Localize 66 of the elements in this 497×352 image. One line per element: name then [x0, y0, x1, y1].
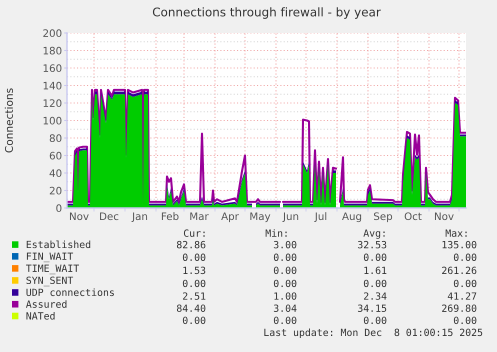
text: 2.51: [182, 292, 206, 300]
text: 261.26: [442, 266, 476, 274]
text: 0.00: [454, 254, 476, 262]
text: 135.00: [442, 240, 476, 248]
text: 0.00: [364, 254, 386, 262]
text: Last update: Mon Dec 8 01:00:15 2025: [264, 328, 482, 338]
legend-label: FIN_WAIT: [26, 252, 74, 262]
y-tick-label: 80: [50, 134, 62, 142]
y-tick-label: 160: [44, 64, 62, 72]
text: 269.80: [442, 304, 476, 312]
y-axis-title: Connections: [4, 88, 13, 153]
chart-title: Connections through firewall - by year: [152, 7, 381, 19]
text: 0.00: [274, 280, 296, 288]
text: 2.34: [364, 292, 387, 300]
x-tick-label: Jun: [282, 212, 298, 222]
y-tick-label: 100: [44, 116, 62, 125]
x-tick-label: Nov: [434, 212, 454, 220]
x-tick-label: Apr: [221, 212, 239, 222]
x-tick-label: Aug: [342, 212, 362, 222]
y-tick-label: 180: [44, 46, 62, 55]
y-tick-label: 120: [44, 99, 62, 108]
text: 0.00: [274, 316, 296, 324]
legend-label: SYN_SENT: [26, 276, 74, 286]
text: 0.00: [364, 280, 386, 288]
text: 0.00: [274, 254, 296, 262]
text: 0.00: [274, 266, 296, 274]
x-tick-label: Jan: [132, 212, 148, 222]
x-tick-label: Mar: [190, 212, 209, 220]
text: 1.00: [274, 292, 296, 300]
y-tick-label: 140: [44, 82, 62, 90]
text: 0.00: [364, 316, 386, 324]
text: 3.04: [274, 304, 297, 312]
text: 32.53: [358, 240, 386, 248]
x-tick-label: Dec: [100, 212, 118, 220]
legend-label: NATed: [26, 312, 55, 320]
text: Avg:: [363, 229, 385, 239]
y-tick-label: 20: [50, 186, 62, 195]
text: Max:: [446, 230, 467, 237]
text: Cur:: [184, 229, 205, 237]
text: 84.40: [176, 304, 206, 312]
legend-label: UDP connections: [26, 288, 114, 296]
text: 34.15: [358, 304, 386, 312]
text: 1.61: [364, 266, 386, 274]
text: 0.00: [182, 280, 206, 288]
text: 0.00: [182, 254, 206, 262]
text: 0.00: [182, 316, 206, 324]
text: 41.27: [448, 292, 476, 300]
x-tick-label: Feb: [162, 212, 179, 220]
x-tick-label: Oct: [404, 212, 422, 220]
y-tick-label: 40: [50, 169, 62, 178]
text: 0.00: [454, 280, 476, 288]
legend-label: TIME_WAIT: [26, 264, 80, 274]
legend-label: Established: [26, 240, 90, 248]
text: 3.00: [274, 240, 296, 248]
y-tick-label: 60: [50, 152, 62, 160]
y-tick-label: 0: [56, 204, 62, 212]
x-tick-label: Jul: [314, 212, 326, 222]
text: 1.53: [183, 266, 206, 274]
x-tick-label: Nov: [70, 212, 89, 220]
legend-label: Assured: [26, 300, 66, 308]
x-tick-label: May: [250, 212, 270, 222]
text: 0.00: [454, 316, 476, 324]
text: Min:: [266, 229, 287, 237]
y-tick-label: 200: [43, 29, 62, 38]
x-tick-label: Sep: [374, 212, 392, 222]
text: 82.86: [176, 240, 206, 248]
